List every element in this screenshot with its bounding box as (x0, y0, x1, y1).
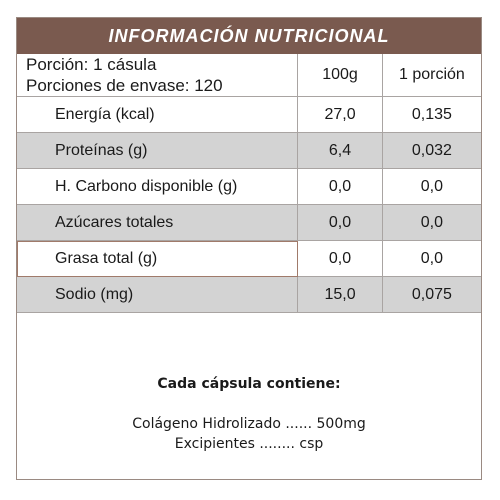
nutrient-name: Proteínas (g) (17, 132, 299, 169)
column-header-100g: 100g (297, 54, 383, 97)
nutrient-name: Energía (kcal) (17, 96, 299, 133)
column-header-portion: 1 porción (381, 54, 481, 97)
table-row: Grasa total (g) 0,0 0,0 (17, 240, 481, 277)
nutrition-label-panel: INFORMACIÓN NUTRICIONAL Porción: 1 cásul… (16, 17, 482, 480)
value-per-100g: 0,0 (297, 204, 383, 241)
table-header-row: Porción: 1 cásula Porciones de envase: 1… (17, 54, 481, 97)
servings-per-container: Porciones de envase: 120 (26, 76, 223, 95)
ingredient-line: Excipientes ........ csp (174, 436, 324, 452)
value-per-portion: 0,032 (381, 132, 481, 169)
table-row: Energía (kcal) 27,0 0,135 (17, 96, 481, 133)
table-row: Azúcares totales 0,0 0,0 (17, 204, 481, 241)
table-row: Proteínas (g) 6,4 0,032 (17, 132, 481, 169)
value-per-100g: 0,0 (297, 240, 383, 277)
value-per-portion: 0,0 (381, 204, 481, 241)
serving-size: Porción: 1 cásula (26, 55, 157, 74)
nutrient-name: Sodio (mg) (17, 276, 299, 313)
nutrient-name: Azúcares totales (17, 204, 299, 241)
ingredient-line: Colágeno Hidrolizado ...... 500mg (132, 416, 366, 432)
value-per-100g: 15,0 (297, 276, 383, 313)
table-row: H. Carbono disponible (g) 0,0 0,0 (17, 168, 481, 205)
table-row: Sodio (mg) 15,0 0,075 (17, 276, 481, 313)
serving-info: Porción: 1 cásula Porciones de envase: 1… (17, 54, 299, 97)
nutrient-name: H. Carbono disponible (g) (17, 168, 299, 205)
capsule-contents: Cada cápsula contiene: Colágeno Hidroliz… (17, 361, 481, 454)
value-per-100g: 0,0 (297, 168, 383, 205)
value-per-portion: 0,0 (381, 240, 481, 277)
capsule-contents-heading: Cada cápsula contiene: (157, 376, 341, 392)
value-per-portion: 0,075 (381, 276, 481, 313)
value-per-portion: 0,0 (381, 168, 481, 205)
nutrient-name: Grasa total (g) (17, 240, 299, 277)
nutrition-title: INFORMACIÓN NUTRICIONAL (17, 18, 481, 54)
nutrition-table: Porción: 1 cásula Porciones de envase: 1… (17, 54, 481, 313)
value-per-100g: 27,0 (297, 96, 383, 133)
value-per-100g: 6,4 (297, 132, 383, 169)
value-per-portion: 0,135 (381, 96, 481, 133)
